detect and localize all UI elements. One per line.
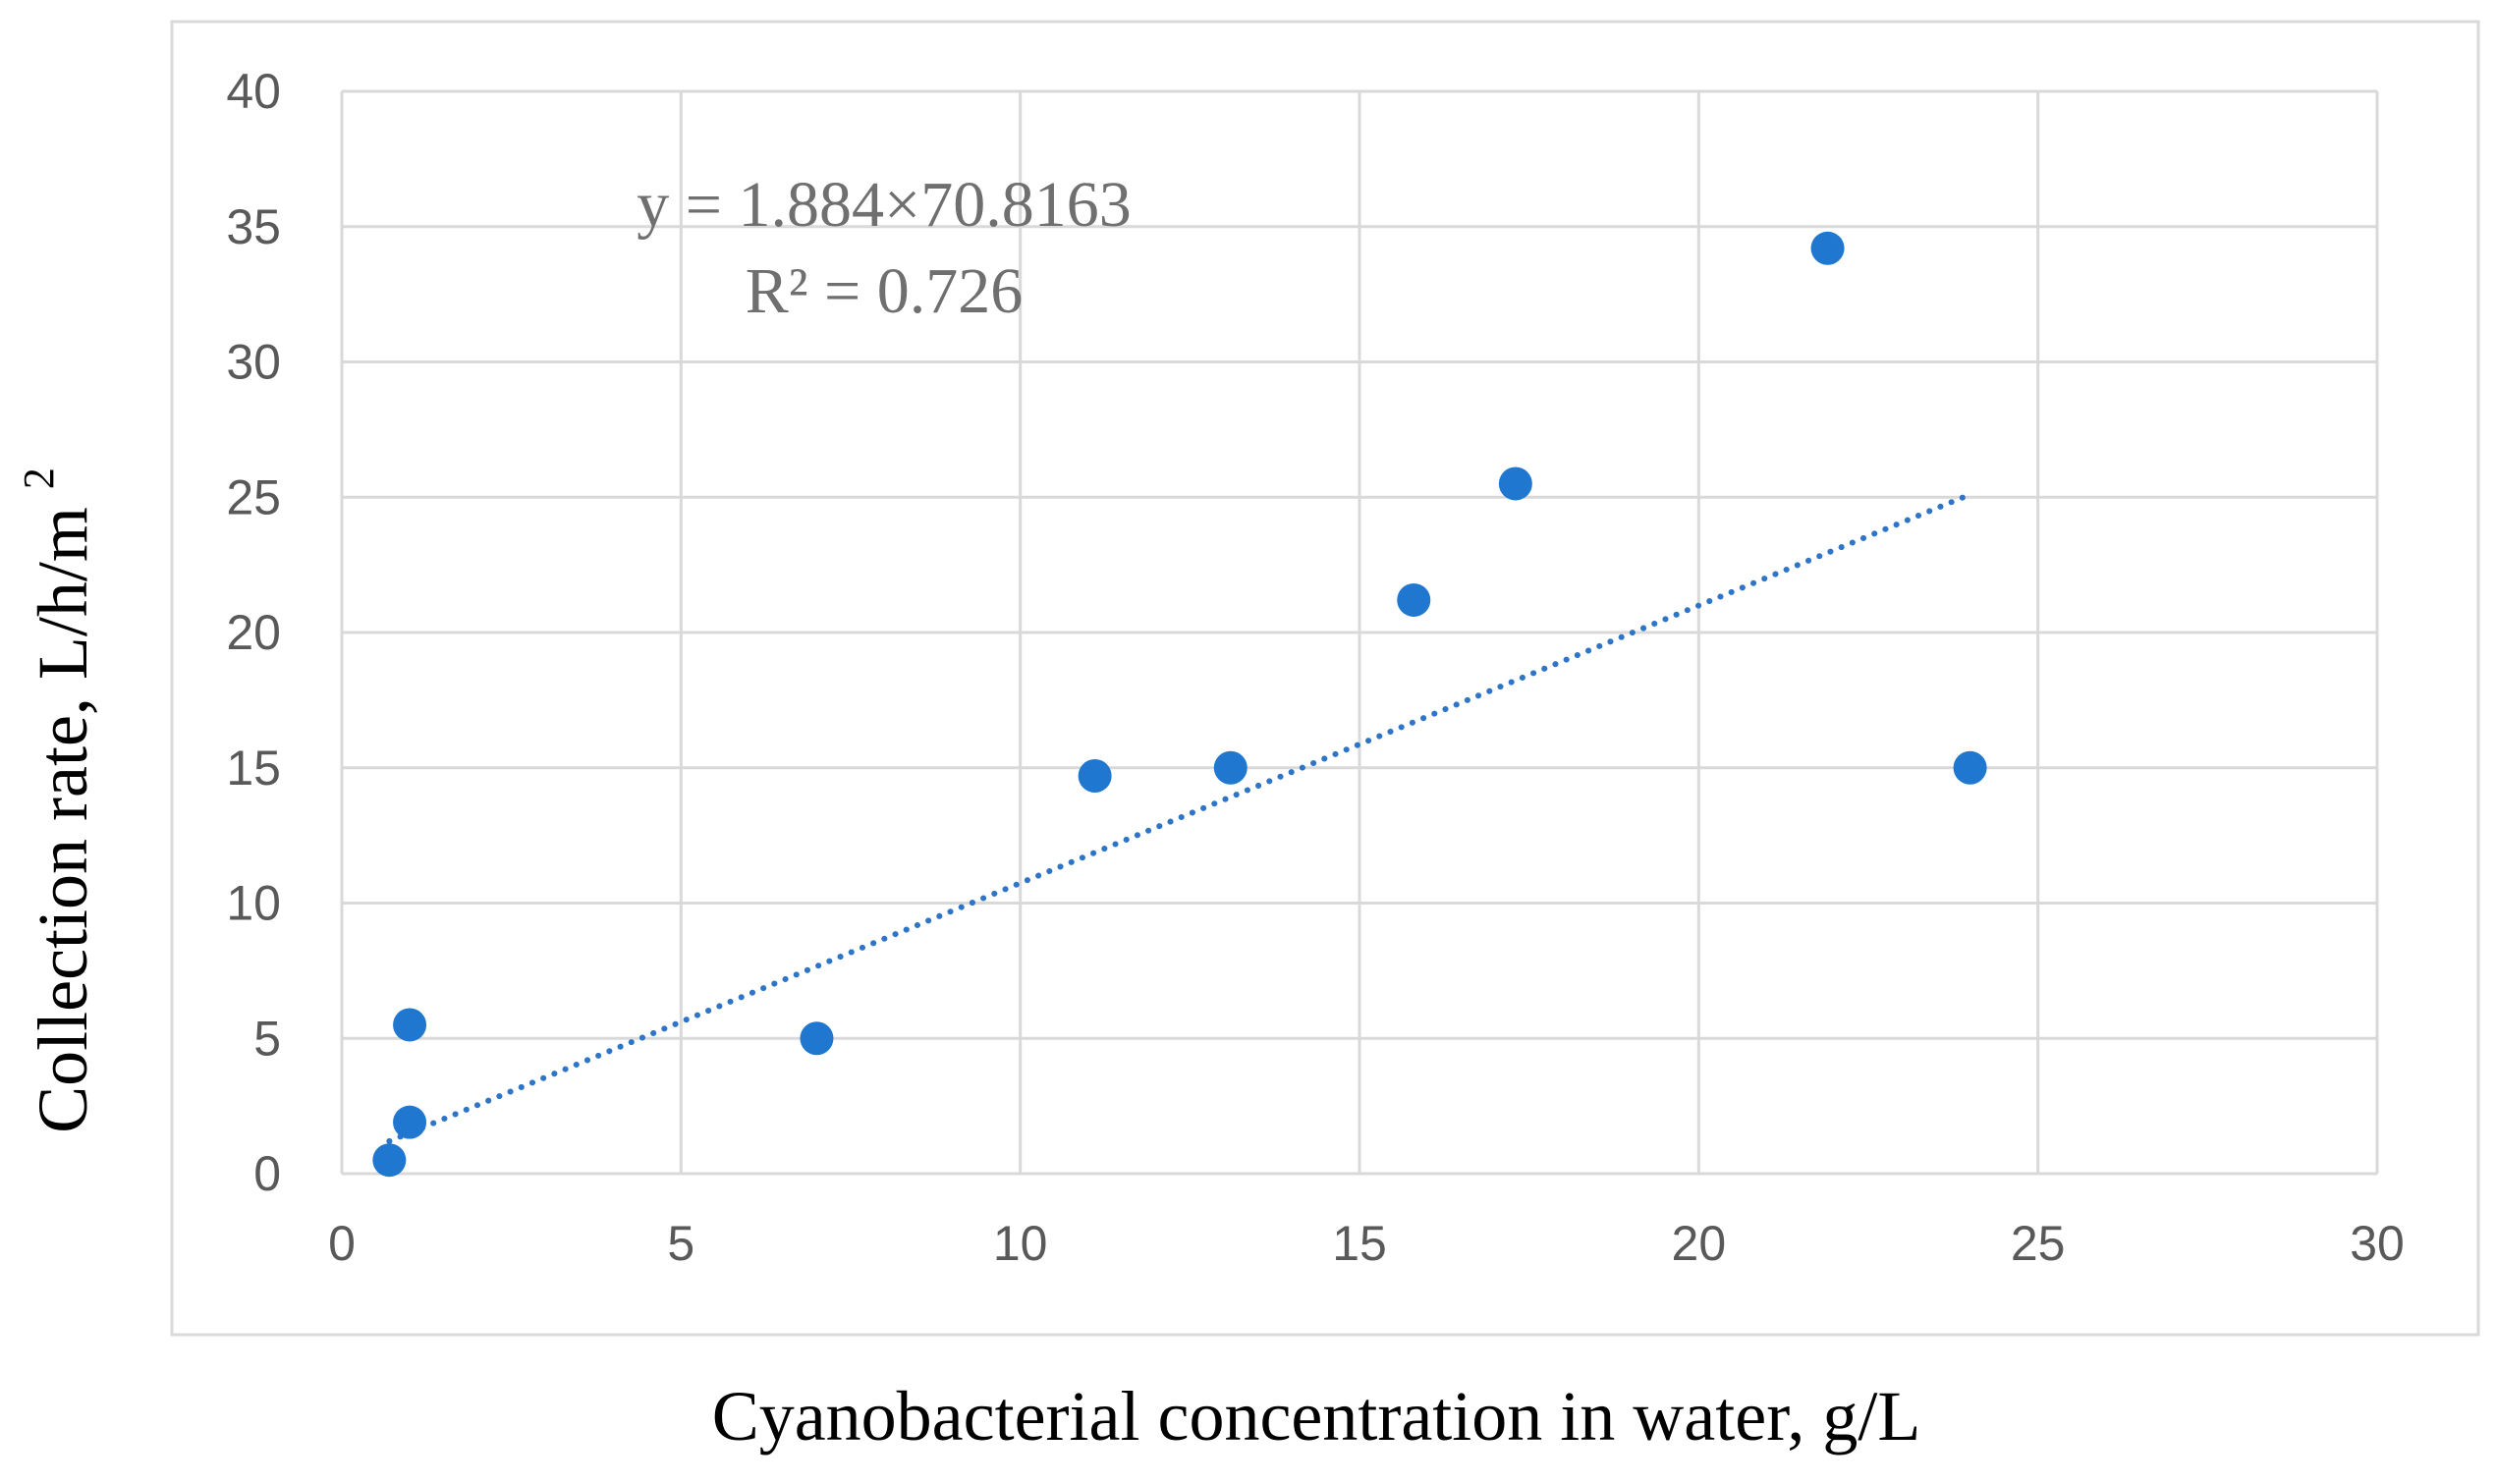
- data-points: [372, 231, 1987, 1178]
- x-axis-title: Cyanobacterial concentration in water, g…: [712, 1377, 1921, 1456]
- r-squared-annotation: R² = 0.726: [746, 255, 1024, 327]
- y-tick-label: 40: [226, 64, 281, 119]
- data-point: [393, 1105, 427, 1139]
- data-point: [372, 1143, 407, 1178]
- x-tick-label: 5: [667, 1216, 694, 1271]
- y-tick-label: 20: [226, 605, 281, 660]
- y-axis-title-text: Collection rate, L/h/m: [24, 507, 102, 1133]
- x-tick-label: 15: [1332, 1216, 1387, 1271]
- x-tick-label: 10: [993, 1216, 1048, 1271]
- data-point: [1953, 750, 1987, 785]
- data-point: [800, 1021, 834, 1056]
- x-tick-labels: 0 5 10 15 20 25 30: [328, 1216, 2405, 1271]
- y-tick-label: 0: [253, 1146, 281, 1201]
- data-point: [1498, 467, 1532, 501]
- horizontal-gridlines: [342, 89, 2377, 1176]
- data-point: [1213, 750, 1248, 785]
- y-tick-label: 35: [226, 199, 281, 254]
- data-point: [1078, 759, 1112, 794]
- y-tick-label: 30: [226, 335, 281, 390]
- data-point: [393, 1008, 427, 1042]
- trendline: [386, 491, 1973, 1144]
- x-tick-label: 25: [2011, 1216, 2066, 1271]
- y-tick-label: 10: [226, 876, 281, 931]
- y-tick-labels: 0 5 10 15 20 25 30 35 40: [226, 64, 281, 1201]
- y-tick-label: 5: [253, 1011, 281, 1066]
- data-point: [1810, 231, 1845, 265]
- x-tick-label: 20: [1672, 1216, 1727, 1271]
- equation-annotation: y = 1.884×70.8163: [637, 169, 1131, 241]
- y-axis-title-group: Collection rate, L/h/m 2: [15, 467, 102, 1133]
- y-tick-label: 25: [226, 469, 281, 524]
- x-tick-label: 0: [328, 1216, 356, 1271]
- chart-frame: [170, 20, 2480, 1337]
- y-axis-title-superscript: 2: [15, 467, 63, 489]
- x-tick-label: 30: [2350, 1216, 2405, 1271]
- y-tick-label: 15: [226, 741, 281, 796]
- data-point: [1397, 582, 1431, 617]
- y-axis-title: Collection rate, L/h/m 2: [15, 467, 102, 1133]
